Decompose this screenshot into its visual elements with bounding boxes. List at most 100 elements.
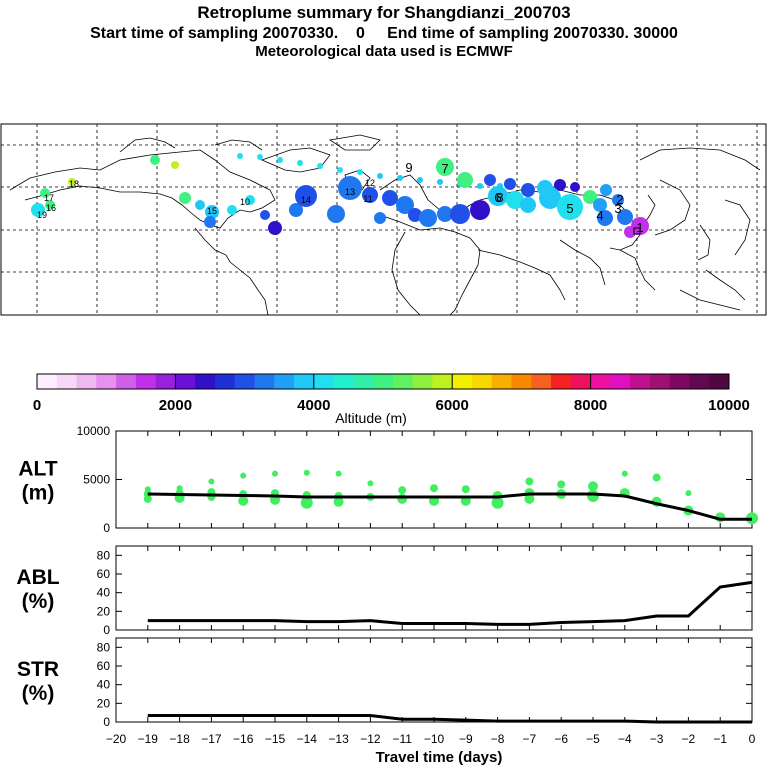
alt-point bbox=[335, 470, 342, 477]
y-tick-label: 20 bbox=[97, 696, 111, 710]
alt-mean-line bbox=[147, 492, 752, 521]
colorbar-swatch bbox=[531, 374, 552, 389]
map-plume-dots bbox=[31, 153, 649, 238]
plume-dot bbox=[31, 203, 45, 217]
map-day-label: 14 bbox=[301, 195, 311, 205]
alt-point bbox=[652, 473, 661, 482]
x-tick-label: 0 bbox=[749, 732, 756, 746]
colorbar-swatch bbox=[392, 374, 414, 389]
plume-dot bbox=[557, 194, 583, 220]
map-day-label: 5 bbox=[566, 201, 573, 216]
colorbar-swatch bbox=[511, 374, 532, 389]
alt-point bbox=[238, 495, 249, 506]
y-tick-label: 40 bbox=[97, 586, 111, 600]
x-tick-label: −12 bbox=[360, 732, 381, 746]
colorbar-swatch bbox=[353, 374, 374, 389]
colorbar-swatch bbox=[333, 374, 354, 389]
colorbar-swatch bbox=[491, 374, 513, 389]
plume-dot bbox=[520, 197, 536, 213]
y-tick-label: 0 bbox=[103, 715, 110, 729]
alt-point bbox=[272, 470, 278, 477]
map-day-label: 3 bbox=[614, 201, 621, 216]
colorbar-swatch bbox=[689, 374, 710, 389]
plume-dot bbox=[268, 221, 282, 235]
plume-dot bbox=[477, 183, 483, 189]
panel-frame bbox=[115, 637, 753, 723]
sampling-times: Start time of sampling 20070330. 0 End t… bbox=[90, 25, 678, 42]
coastline-segment bbox=[260, 147, 331, 173]
plume-dot bbox=[617, 209, 633, 225]
alt-point bbox=[300, 496, 313, 509]
colorbar-swatch bbox=[274, 374, 295, 389]
coastline-segment bbox=[214, 139, 263, 151]
colorbar-swatch bbox=[669, 374, 690, 389]
alt-point bbox=[303, 469, 310, 476]
coastline-segment bbox=[697, 224, 711, 261]
colorbar-swatch bbox=[373, 374, 394, 389]
panel-ylabel: ALT (m) bbox=[18, 458, 57, 505]
x-tick-label: −8 bbox=[491, 732, 505, 746]
y-tick-label: 0 bbox=[103, 521, 110, 535]
coastline-segment bbox=[679, 289, 741, 311]
alt-point bbox=[491, 496, 504, 509]
plume-dot bbox=[457, 172, 473, 188]
plume-dot bbox=[506, 191, 524, 209]
x-tick-label: −6 bbox=[554, 732, 568, 746]
colorbar-frame bbox=[36, 373, 730, 390]
colorbar-swatch bbox=[155, 374, 176, 389]
x-axis: −20 −19 −18 −17 −16 −15 −14 −13 −12 −11 −10 −9 −8 −7−… bbox=[106, 732, 756, 766]
plume-dot bbox=[484, 174, 496, 186]
alt-point bbox=[621, 470, 628, 477]
coastline-segment bbox=[654, 179, 691, 236]
str-panel: 0 20 40 60 80 STR (%) bbox=[17, 637, 753, 729]
plume-dot bbox=[612, 194, 624, 206]
x-tick-label: −1 bbox=[713, 732, 727, 746]
x-tick-label: −16 bbox=[233, 732, 254, 746]
alt-point bbox=[143, 494, 152, 503]
colorbar-swatch bbox=[254, 374, 275, 389]
x-tick-label: −5 bbox=[586, 732, 600, 746]
colorbar-swatch bbox=[471, 374, 493, 389]
plume-dot bbox=[408, 208, 422, 222]
plume-dot bbox=[171, 161, 179, 169]
x-tick-label: −10 bbox=[424, 732, 445, 746]
abl-line bbox=[147, 580, 753, 626]
colorbar-swatch bbox=[116, 374, 137, 389]
plume-dot bbox=[295, 185, 317, 207]
plume-dot bbox=[624, 226, 636, 238]
x-tick-label: −7 bbox=[523, 732, 537, 746]
alt-point bbox=[587, 489, 599, 502]
plume-dot bbox=[277, 157, 283, 163]
x-tick-label: −3 bbox=[650, 732, 664, 746]
plume-dot bbox=[450, 204, 470, 224]
y-tick-label: 80 bbox=[97, 548, 111, 562]
title-block: Retroplume summary for Shangdianzi_20070… bbox=[0, 2, 768, 61]
coastline-segment bbox=[9, 149, 276, 229]
ylabel-line: (m) bbox=[22, 482, 55, 505]
ylabel-line: (%) bbox=[22, 682, 55, 705]
plume-dot bbox=[539, 187, 561, 209]
alt-point bbox=[240, 472, 247, 479]
alt-point bbox=[333, 496, 344, 507]
plume-dot bbox=[600, 184, 612, 196]
colorbar-tick-label: 4000 bbox=[297, 397, 330, 414]
colorbar-swatch bbox=[313, 374, 335, 389]
colorbar-swatch bbox=[175, 374, 196, 389]
map-day-label: 12 bbox=[365, 178, 375, 188]
y-tick-label: 0 bbox=[103, 623, 110, 637]
y-tick-label: 40 bbox=[97, 678, 111, 692]
coastline-segment bbox=[724, 199, 751, 256]
plume-dot bbox=[436, 158, 454, 176]
alt-point bbox=[557, 480, 566, 489]
panel-ylabel: STR (%) bbox=[17, 658, 59, 705]
x-tick-label: −17 bbox=[201, 732, 222, 746]
plume-dot bbox=[374, 212, 386, 224]
colorbar-swatch bbox=[551, 374, 572, 389]
plume-dot bbox=[521, 183, 535, 197]
y-tick-label: 60 bbox=[97, 659, 111, 673]
coastline-segment bbox=[194, 227, 269, 316]
map-day-label: 1 bbox=[636, 220, 643, 235]
colorbar-swatch bbox=[76, 374, 97, 389]
plume-dot bbox=[338, 176, 362, 200]
